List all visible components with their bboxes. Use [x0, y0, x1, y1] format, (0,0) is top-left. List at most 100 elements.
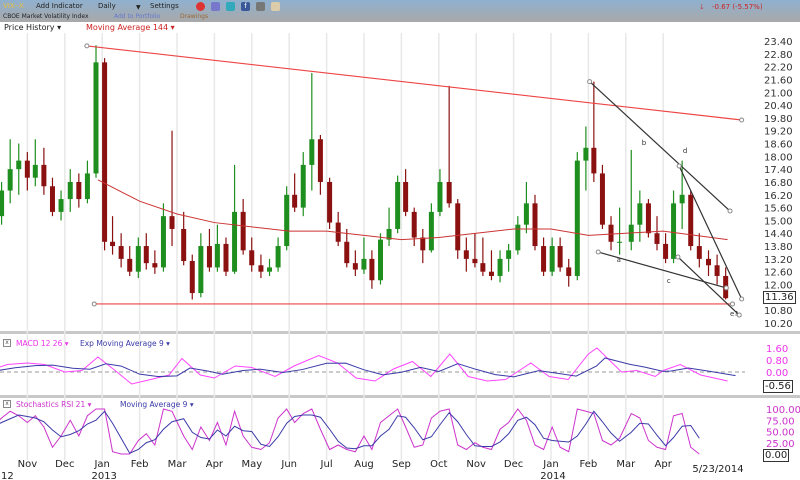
price-history-menu[interactable]: Price History ▾	[4, 23, 62, 32]
candle-body	[327, 181, 333, 223]
stoch-tick-label: 100.00	[766, 405, 800, 416]
candle-body	[249, 250, 255, 266]
candle-body	[67, 181, 73, 200]
trendline-handle	[587, 79, 593, 85]
price-tick-label: 19.20	[764, 127, 793, 138]
moving-average-menu[interactable]: Moving Average 144 ▾	[86, 23, 175, 32]
twitter-icon[interactable]	[226, 2, 235, 11]
add-to-portfolio-link[interactable]: Add to Portfolio	[114, 13, 161, 20]
month-label: Nov	[466, 459, 486, 470]
month-label: Jan	[93, 459, 109, 470]
settings-button[interactable]: Settings	[150, 2, 179, 10]
book-icon[interactable]	[211, 2, 220, 11]
trendline-handle	[729, 301, 735, 307]
candle-body	[84, 173, 90, 200]
trendline-handle	[595, 249, 601, 255]
share-icon[interactable]	[271, 2, 280, 11]
candle-body	[49, 186, 55, 212]
candle-body	[403, 181, 409, 212]
facebook-icon[interactable]: f	[241, 2, 250, 11]
macd-tick-label: 1.60	[766, 344, 788, 355]
candle-body	[206, 246, 212, 268]
trendline-handle	[675, 254, 681, 260]
price-tick-label: 21.60	[764, 75, 793, 86]
price-tick-label: 19.80	[764, 114, 793, 125]
close-stoch-button[interactable]: x	[3, 400, 11, 408]
candle-body	[309, 139, 315, 165]
candle-body	[523, 203, 529, 225]
drawings-link[interactable]: Drawings	[180, 13, 209, 20]
candle-body	[591, 147, 597, 174]
candle-body	[437, 181, 443, 212]
last-date-label: 5/23/2014	[692, 464, 743, 475]
candle-body	[706, 258, 712, 266]
candle-body	[127, 258, 133, 272]
trendline-handle	[727, 208, 733, 214]
month-label: Oct	[430, 459, 447, 470]
candle-body	[344, 241, 350, 264]
month-label: Nov	[18, 459, 38, 470]
macd-line	[0, 347, 728, 385]
candle-body	[361, 258, 367, 270]
candle-body	[0, 190, 5, 217]
candle-body	[472, 258, 478, 264]
candle-body	[102, 62, 108, 242]
wave-label: c	[667, 277, 671, 285]
candle-body	[411, 211, 417, 238]
price-tick-label: 12.60	[764, 268, 793, 279]
instrument-name: CBOE Market Volatility Index	[3, 13, 89, 20]
close-macd-button[interactable]: x	[3, 339, 11, 347]
macd-tick-label: 0.80	[766, 356, 788, 367]
year-label: 12	[1, 471, 14, 480]
candle-body	[654, 233, 660, 244]
candle-body	[617, 241, 623, 243]
symbol-input[interactable]: VIX--X	[3, 2, 24, 10]
month-label: Jun	[280, 459, 297, 470]
chevron-down-icon[interactable]: ▼	[136, 4, 141, 11]
candle-body	[557, 246, 563, 268]
macd-signal-menu[interactable]: Exp Moving Average 9 ▾	[80, 339, 170, 348]
candle-body	[480, 263, 486, 272]
candle-body	[58, 199, 64, 212]
candle-body	[377, 239, 383, 281]
price-tick-label: 10.80	[764, 306, 793, 317]
stoch-tick-label: 25.00	[766, 439, 795, 450]
stoch-rsi-menu[interactable]: Stochastics RSI 21 ▾	[16, 400, 92, 409]
print-icon[interactable]	[256, 2, 265, 11]
panel-divider	[0, 331, 800, 334]
price-tick-label: 22.20	[764, 63, 793, 74]
month-label: Sep	[392, 459, 411, 470]
candle-body	[463, 250, 469, 259]
price-change: -0.67 (-5.57%)	[712, 3, 763, 11]
candle-body	[76, 181, 82, 200]
candle-body	[118, 246, 124, 259]
macd-menu[interactable]: MACD 12 26 ▾	[16, 339, 69, 348]
candle-body	[181, 228, 187, 262]
candle-body	[506, 250, 512, 259]
toolbar: VIX--X Add Indicator Daily ▼ Settings f …	[0, 0, 800, 22]
month-label: May	[241, 459, 262, 470]
candle-body	[223, 243, 229, 272]
stoch-rsi-line	[0, 408, 700, 455]
candle-body	[679, 194, 685, 204]
year-label: 2014	[540, 471, 565, 480]
candle-body	[497, 258, 503, 276]
alarm-clock-icon[interactable]	[196, 2, 205, 11]
wave-label: d	[683, 147, 687, 155]
month-label: Apr	[206, 459, 224, 470]
candle-body	[714, 265, 720, 276]
month-label: Jul	[320, 459, 333, 470]
month-label: Dec	[55, 459, 74, 470]
candle-body	[93, 62, 99, 174]
candle-body	[696, 246, 702, 259]
period-select[interactable]: Daily	[98, 2, 116, 11]
down-arrow-icon: 🡓	[700, 3, 704, 11]
candle-body	[446, 181, 452, 204]
stoch-ma-menu[interactable]: Moving Average 9 ▾	[120, 400, 194, 409]
candle-body	[671, 203, 677, 259]
stoch-tick-label: 75.00	[766, 416, 795, 427]
add-indicator-button[interactable]: Add Indicator	[36, 2, 83, 10]
price-tick-label: 13.80	[764, 242, 793, 253]
candle-body	[386, 228, 392, 240]
candle-body	[663, 243, 669, 259]
